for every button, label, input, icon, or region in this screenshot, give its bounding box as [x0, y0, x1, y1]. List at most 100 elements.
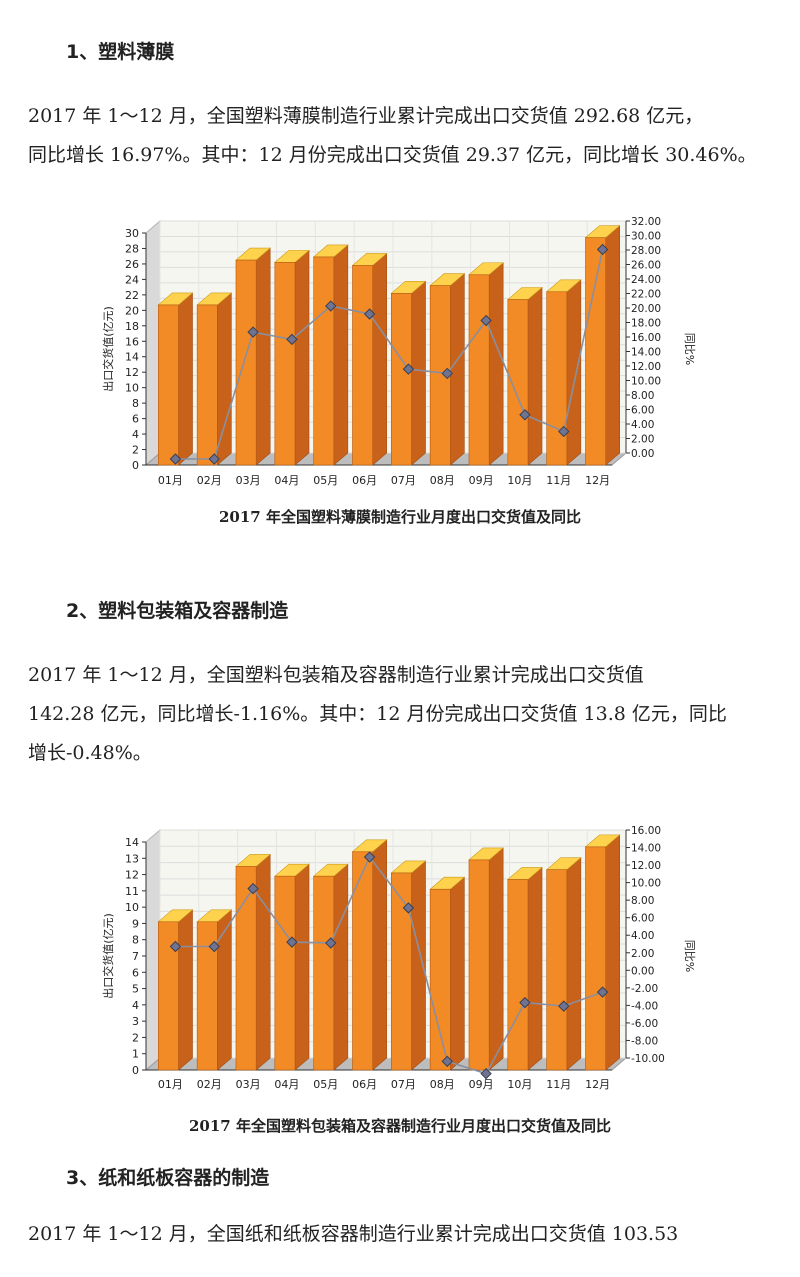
- paragraph-line: 同比增长 16.97%。其中：12 月份完成出口交货值 29.37 亿元，同比增…: [28, 144, 757, 166]
- x-tick-label: 04月: [274, 474, 299, 487]
- chart-plastic-container-svg: 01234567891011121314-10.00-8.00-6.00-4.0…: [101, 825, 696, 1091]
- x-tick-label: 09月: [469, 474, 494, 487]
- y-tick-label: 28: [125, 242, 139, 255]
- chart-2-caption: 2017 年全国塑料包装箱及容器制造行业月度出口交货值及同比: [189, 1117, 611, 1135]
- growth-point: [208, 453, 220, 465]
- y-tick-label: 3: [132, 1015, 139, 1028]
- bar: [235, 259, 257, 466]
- bar-side: [450, 272, 465, 466]
- growth-point: [519, 996, 531, 1009]
- y2-tick-label: 10.00: [631, 878, 661, 890]
- y-tick-label: 2: [132, 444, 139, 457]
- growth-point: [441, 1055, 453, 1068]
- x-tick-label: 11月: [546, 1078, 571, 1091]
- y2-tick-label: 16.00: [631, 332, 661, 344]
- growth-point: [247, 882, 259, 895]
- y-tick-label: 12: [125, 869, 139, 882]
- x-tick-label: 06月: [352, 474, 377, 487]
- bar: [546, 291, 568, 466]
- section-1-paragraph: 2017 年 1～12 月，全国塑料薄膜制造行业累计完成出口交货值 292.68…: [28, 97, 776, 175]
- bar-side: [488, 262, 504, 466]
- bar: [158, 921, 179, 1071]
- bar-side: [605, 834, 620, 1071]
- x-tick-label: 02月: [197, 474, 222, 487]
- x-tick-label: 04月: [274, 1078, 299, 1091]
- y-tick-label: 6: [132, 966, 139, 979]
- y-tick-label: 1: [132, 1048, 139, 1061]
- growth-point: [286, 936, 298, 948]
- bar: [546, 869, 568, 1071]
- y-tick-label: 4: [132, 428, 139, 441]
- y2-tick-label: 4.00: [631, 419, 654, 431]
- growth-point: [596, 986, 609, 998]
- x-tick-label: 12月: [585, 474, 610, 487]
- y2-tick-label: 26.00: [631, 260, 661, 272]
- bar: [274, 262, 296, 466]
- x-tick-label: 07月: [391, 474, 416, 487]
- y2-tick-label: 6.00: [631, 405, 654, 417]
- growth-point: [208, 940, 220, 953]
- growth-line: [175, 855, 603, 1075]
- y-tick-label: 26: [125, 258, 139, 271]
- x-tick-label: 06月: [352, 1078, 377, 1091]
- y2-tick-label: 18.00: [631, 318, 661, 330]
- section-2-heading: 2、塑料包装箱及容器制造: [66, 600, 289, 622]
- bar-side: [411, 280, 426, 466]
- y2-tick-label: 14.00: [631, 347, 661, 359]
- bar-side: [566, 857, 582, 1071]
- bar: [158, 304, 179, 466]
- x-tick-label: 05月: [313, 1078, 338, 1091]
- bar: [391, 293, 412, 466]
- growth-point: [286, 333, 298, 346]
- bar: [352, 851, 373, 1071]
- growth-point: [558, 425, 570, 438]
- bar-side: [333, 244, 349, 466]
- bar: [585, 846, 606, 1071]
- x-tick-label: 09月: [469, 1078, 494, 1091]
- growth-point: [596, 243, 609, 256]
- growth-point: [363, 308, 376, 320]
- y2-tick-label: 28.00: [631, 245, 661, 257]
- growth-point: [402, 902, 415, 914]
- y-tick-label: 10: [125, 901, 139, 914]
- growth-point: [169, 940, 182, 953]
- y-tick-label: 14: [125, 351, 139, 364]
- growth-line: [175, 249, 604, 460]
- y-tick-label: 18: [125, 320, 139, 333]
- y-tick-label: 4: [132, 999, 139, 1012]
- x-tick-label: 10月: [507, 474, 532, 487]
- y2-tick-label: 14.00: [631, 843, 661, 855]
- growth-point: [558, 1000, 570, 1012]
- y-tick-label: 30: [125, 227, 139, 240]
- plot-left-wall: [145, 219, 161, 467]
- x-tick-label: 07月: [391, 1078, 416, 1091]
- y2-tick-label: 16.00: [631, 825, 661, 837]
- bar: [196, 304, 218, 466]
- y-axis-title: 出口交货值(亿元): [101, 913, 115, 999]
- growth-point: [480, 1067, 492, 1080]
- y-tick-label: 6: [132, 413, 139, 426]
- chart-plastic-container: 0 1 2 3 4 5 6 7 8 9 10 11 12 13 14 -10.00 -8.00 -6.00 -4.0…: [100, 822, 700, 1100]
- bar-side: [294, 249, 310, 466]
- y2-tick-label: 8.00: [631, 895, 654, 907]
- section-3-heading: 3、纸和纸板容器的制造: [66, 1167, 270, 1189]
- x-tick-label: 08月: [430, 474, 455, 487]
- bar: [468, 859, 490, 1071]
- y-tick-label: 16: [125, 335, 139, 348]
- bar-side: [255, 853, 271, 1071]
- bar-side: [450, 876, 465, 1071]
- bar-side: [566, 279, 582, 466]
- chart-plastic-film-svg: 0246810121416182022242628300.002.004.006…: [101, 216, 696, 487]
- y2-tick-label: -8.00: [631, 1035, 658, 1047]
- bar-side: [178, 292, 193, 466]
- bar-side: [372, 252, 387, 466]
- x-tick-label: 10月: [507, 1078, 532, 1091]
- y-tick-label: 12: [125, 366, 139, 379]
- growth-point: [169, 453, 182, 465]
- y-tick-label: 10: [125, 382, 139, 395]
- x-tick-label: 12月: [585, 1078, 610, 1091]
- bar: [196, 921, 218, 1071]
- y-tick-label: 24: [125, 273, 139, 286]
- bar: [429, 888, 451, 1071]
- y-tick-label: 11: [125, 885, 139, 898]
